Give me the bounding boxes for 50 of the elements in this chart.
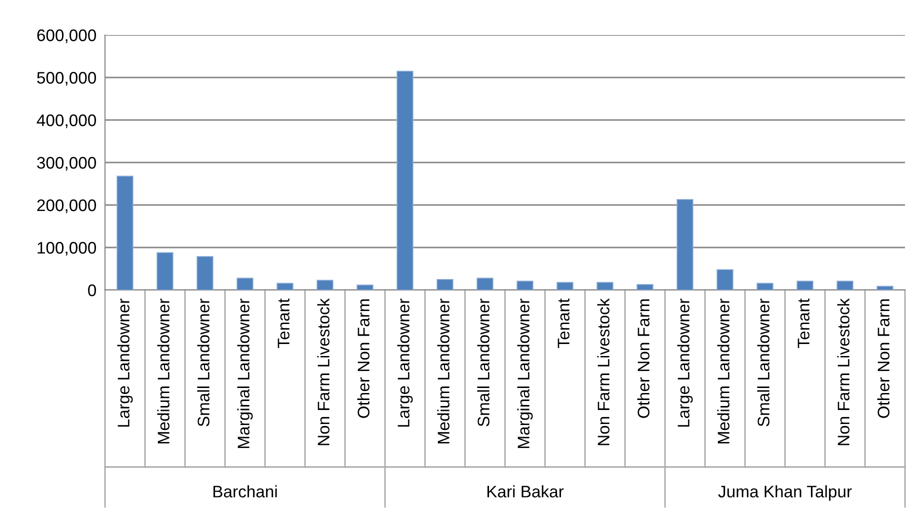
text: Barchani (213, 485, 277, 498)
x-tick-label: Other Non Farm (357, 299, 370, 418)
y-tick-label: 200,000 (37, 199, 96, 214)
x-tick-label: Other Non Farm (877, 299, 890, 418)
bar (116, 176, 134, 290)
x-tick-label: Tenant (278, 298, 290, 348)
x-tick-label: Non Farm Livestock (837, 298, 850, 446)
x-tick-label: Small Landowner (197, 298, 210, 426)
bar (196, 256, 214, 290)
y-tick-label: 0 (88, 284, 96, 296)
x-tick-label: Small Landowner (477, 298, 490, 426)
bar (316, 280, 334, 290)
x-tick-label: Tenant (558, 298, 570, 348)
bar (596, 282, 614, 290)
x-tick-label: Large Landowner (677, 298, 693, 427)
bar (676, 199, 694, 290)
x-tick-label: Medium Landowner (717, 298, 730, 444)
bar (476, 278, 494, 290)
bar (636, 284, 654, 290)
y-tick-label: 300,000 (37, 156, 96, 171)
x-tick-label: Large Landowner (397, 298, 413, 427)
y-tick-label: 500,000 (37, 72, 96, 86)
bar (236, 278, 254, 290)
bar (716, 269, 734, 290)
bar (836, 280, 854, 290)
bar (356, 284, 374, 290)
x-tick-label: Medium Landowner (157, 298, 170, 444)
y-tick-label: 400,000 (36, 114, 96, 128)
x-tick-label: Large Landowner (117, 298, 133, 427)
x-tick-label: Medium Landowner (437, 298, 450, 444)
bar (756, 282, 774, 290)
x-tick-label: Non Farm Livestock (597, 298, 610, 446)
x-tick-label: Other Non Farm (637, 299, 650, 418)
x-tick-label: Small Landowner (757, 298, 770, 426)
bar (876, 286, 894, 290)
text: Kari Bakar (487, 485, 564, 498)
x-tick-label: Marginal Landowner (517, 298, 533, 448)
bar (516, 280, 534, 290)
x-tick-label: Tenant (798, 298, 810, 348)
x-tick-label: Marginal Landowner (237, 298, 253, 448)
bar (276, 282, 294, 290)
bar (396, 70, 414, 290)
y-tick-label: 600,000 (37, 29, 96, 44)
bar (796, 280, 814, 290)
text: Juma Khan Talpur (718, 485, 852, 501)
bar (156, 252, 174, 290)
x-tick-label: Non Farm Livestock (317, 298, 330, 446)
bar (556, 282, 574, 290)
bar (436, 278, 454, 290)
y-tick-label: 100,000 (38, 242, 96, 256)
